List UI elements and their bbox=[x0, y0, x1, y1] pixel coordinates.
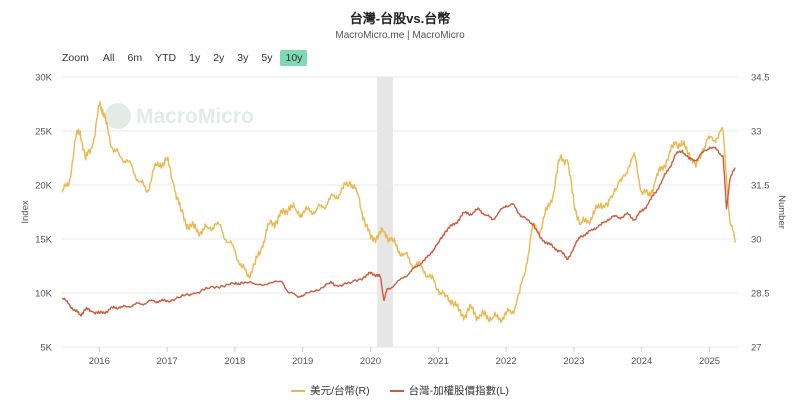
legend-swatch-taiex bbox=[389, 389, 404, 392]
right-tick-label: 30 bbox=[751, 235, 762, 246]
x-tick-label: 2018 bbox=[224, 356, 245, 367]
legend-item-taiex[interactable]: 台灣-加權股價指數(L) bbox=[389, 383, 509, 398]
left-tick-label: 20K bbox=[35, 181, 53, 192]
shaded-period bbox=[377, 77, 393, 347]
chart-title: 台灣-台股vs.台幣 bbox=[349, 11, 451, 26]
right-axis-title: Number bbox=[776, 195, 787, 229]
x-tick-label: 2024 bbox=[631, 356, 652, 367]
series-line-usdtwd bbox=[61, 101, 736, 323]
right-tick-label: 33 bbox=[751, 127, 762, 138]
x-tick-label: 2020 bbox=[360, 356, 381, 367]
x-tick-label: 2021 bbox=[428, 356, 449, 367]
gridlines bbox=[62, 76, 738, 348]
x-tick-label: 2016 bbox=[89, 356, 110, 367]
zoom-1y-button[interactable]: 1y bbox=[189, 52, 201, 64]
x-tick-label: 2017 bbox=[157, 356, 178, 367]
watermark-text: MacroMicro bbox=[136, 105, 254, 128]
zoom-10y-button[interactable]: 10y bbox=[280, 50, 308, 66]
left-tick-label: 15K bbox=[35, 235, 53, 246]
legend-swatch-usdtwd bbox=[291, 389, 306, 392]
chart-subtitle: MacroMicro.me | MacroMicro bbox=[335, 30, 465, 41]
legend-label-taiex: 台灣-加權股價指數(L) bbox=[408, 385, 509, 397]
series-line-taiex bbox=[61, 146, 736, 317]
zoom-all-button[interactable]: All bbox=[102, 52, 115, 64]
zoom-5y-button[interactable]: 5y bbox=[261, 52, 273, 64]
zoom-label: Zoom bbox=[62, 52, 89, 64]
zoom-6m-button[interactable]: 6m bbox=[127, 52, 143, 64]
left-axis-title: Index bbox=[20, 200, 31, 223]
left-axis-ticks: 5K 10K 15K 20K 25K 30K bbox=[35, 73, 53, 354]
left-tick-label: 5K bbox=[40, 343, 52, 354]
right-axis-ticks: 27 28.5 30 31.5 33 34.5 bbox=[751, 73, 770, 354]
right-tick-label: 34.5 bbox=[751, 73, 770, 84]
right-tick-label: 28.5 bbox=[751, 289, 770, 300]
legend: 美元/台幣(R) 台灣-加權股價指數(L) bbox=[0, 383, 800, 398]
zoom-3y-button[interactable]: 3y bbox=[237, 52, 249, 64]
x-axis-ticks: 2016 2017 2018 2019 2020 2021 2022 2023 2024 2025 bbox=[89, 347, 720, 367]
x-tick-label: 2022 bbox=[496, 356, 517, 367]
x-tick-label: 2023 bbox=[563, 356, 584, 367]
zoom-2y-button[interactable]: 2y bbox=[213, 52, 225, 64]
right-tick-label: 31.5 bbox=[751, 181, 770, 192]
left-tick-label: 30K bbox=[35, 73, 53, 84]
zoom-ytd-button[interactable]: YTD bbox=[155, 52, 177, 64]
x-tick-label: 2019 bbox=[292, 356, 313, 367]
x-tick-label: 2025 bbox=[699, 356, 720, 367]
watermark-logo: MacroMicro bbox=[105, 103, 254, 129]
legend-item-usdtwd[interactable]: 美元/台幣(R) bbox=[291, 383, 370, 398]
zoom-bar: Zoom All 6m YTD 1y 2y 3y 5y 10y bbox=[62, 50, 310, 66]
left-tick-label: 10K bbox=[35, 289, 53, 300]
left-tick-label: 25K bbox=[35, 127, 53, 138]
legend-label-usdtwd: 美元/台幣(R) bbox=[310, 385, 370, 397]
right-tick-label: 27 bbox=[751, 343, 762, 354]
